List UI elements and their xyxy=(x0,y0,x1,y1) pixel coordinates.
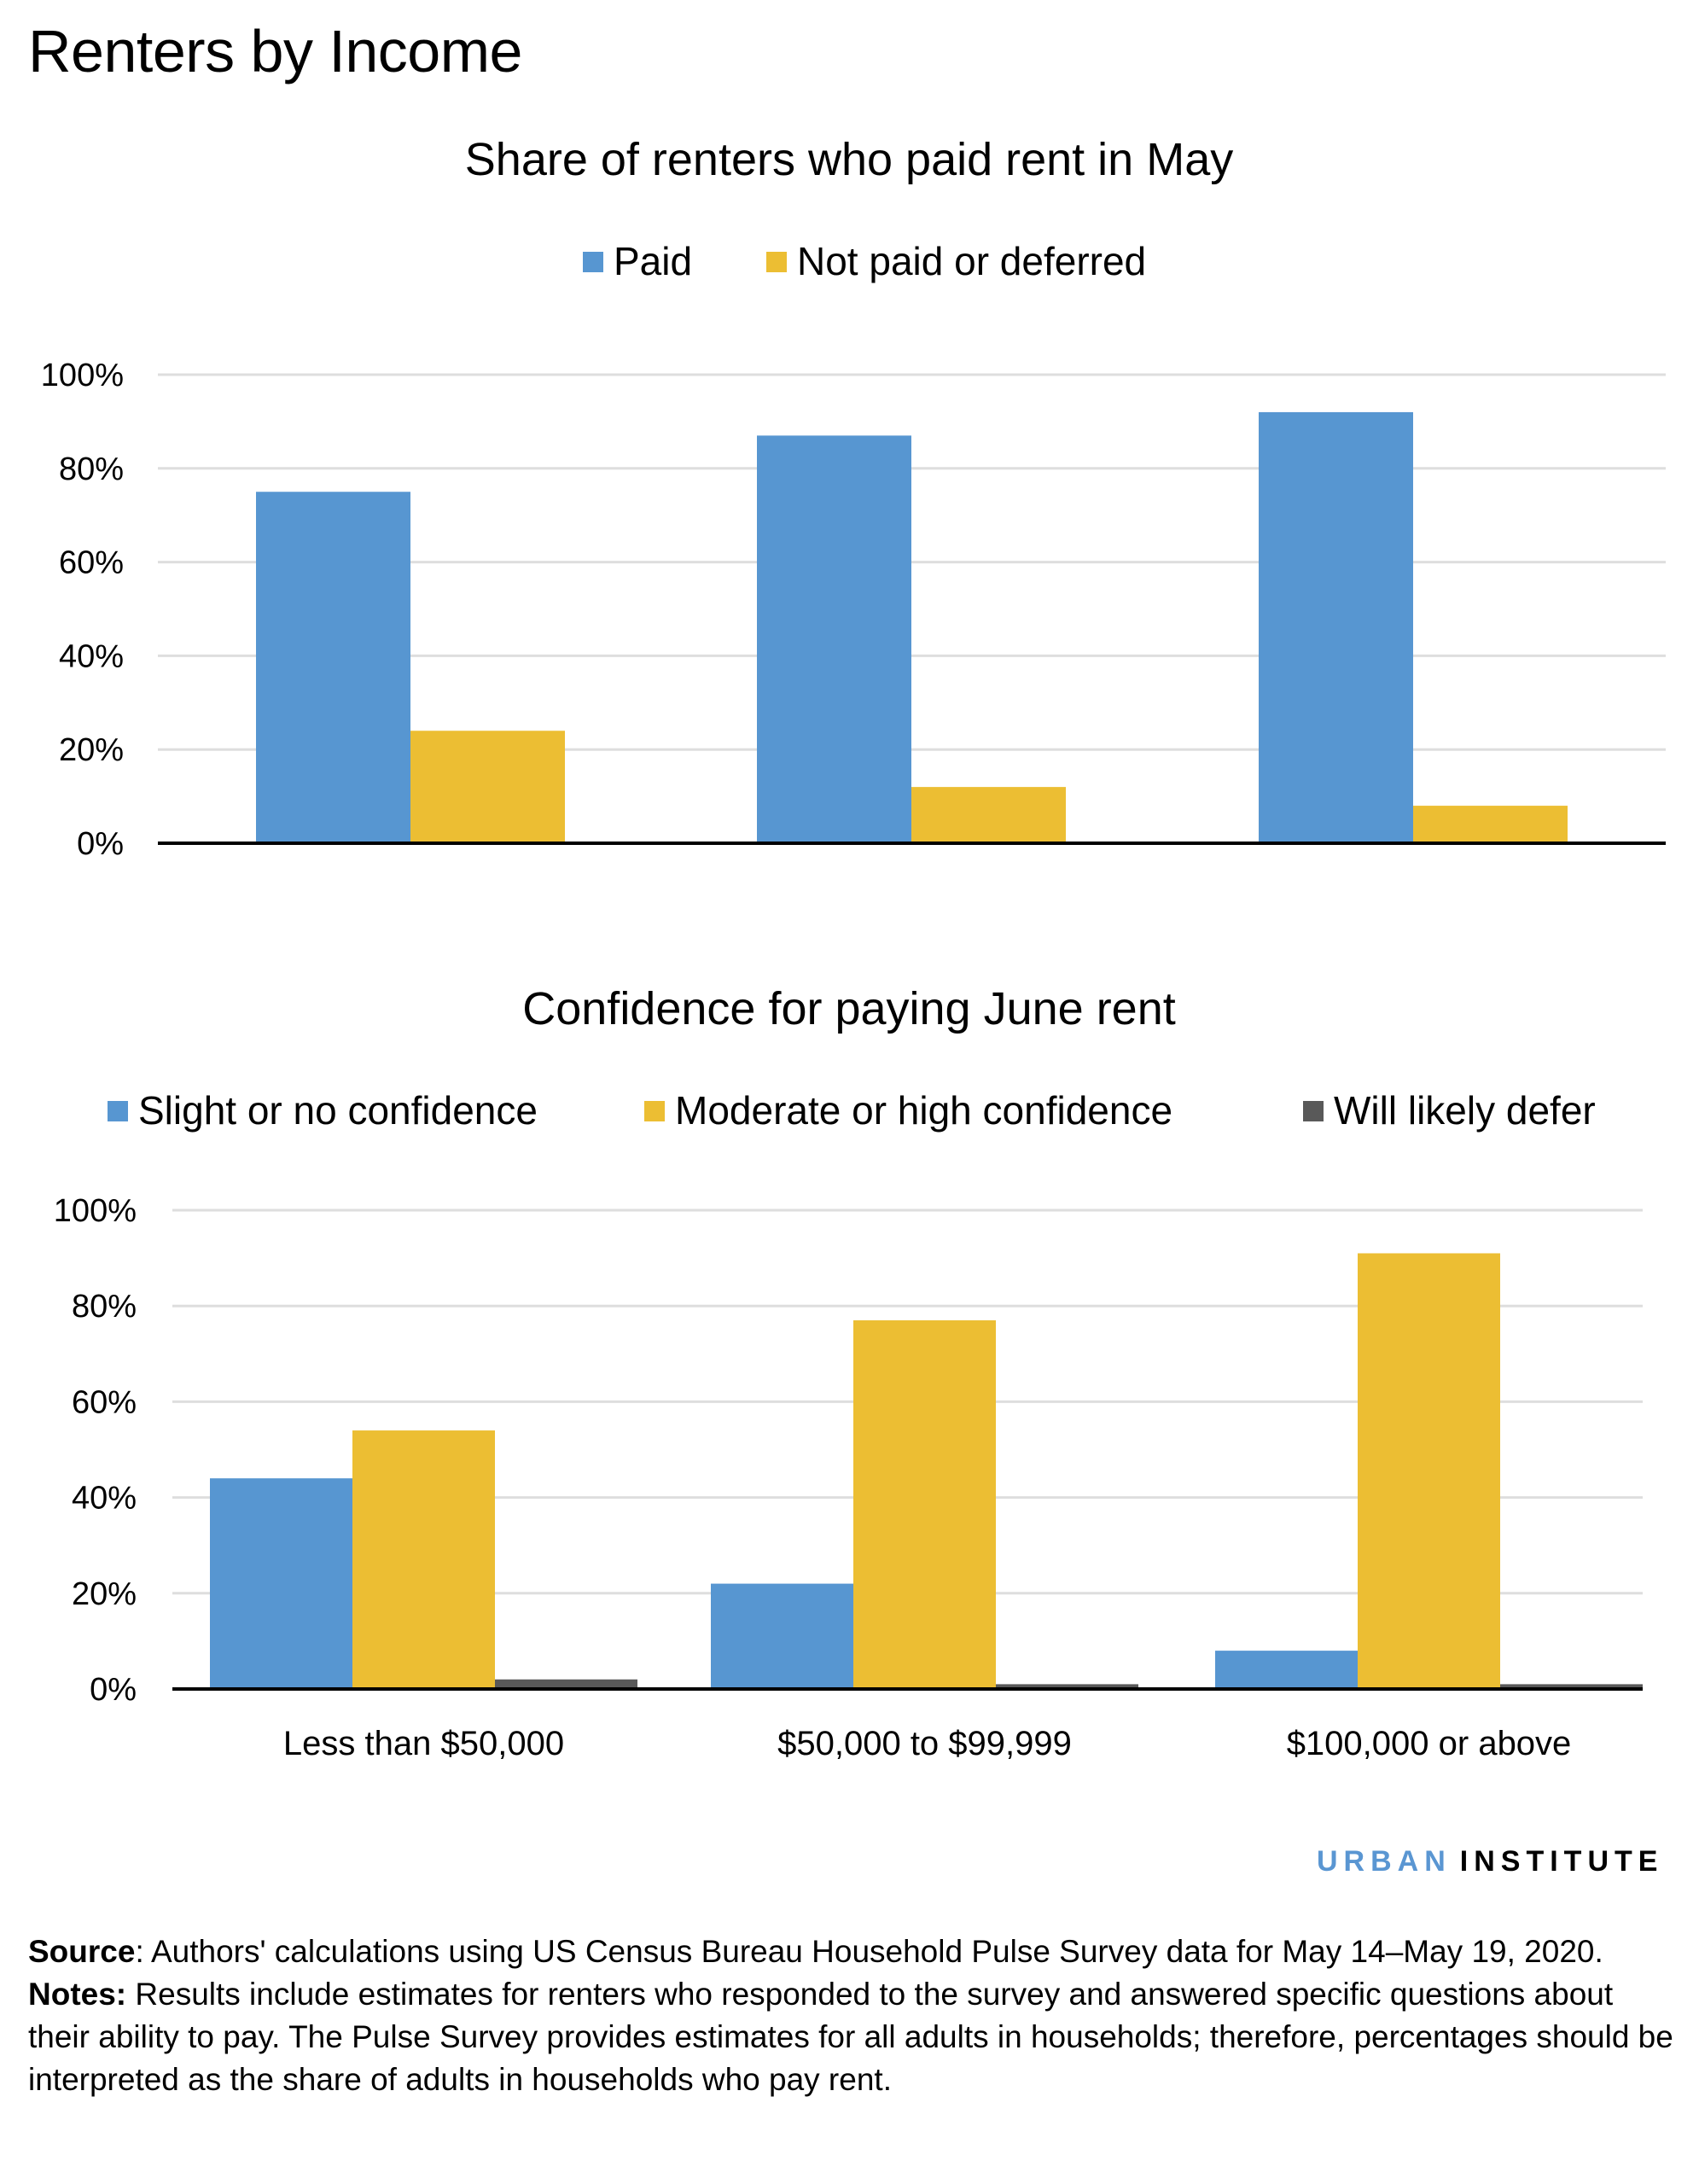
brand-urban: URBAN xyxy=(1317,1845,1452,1878)
source-note: Source: Authors' calculations using US C… xyxy=(28,1931,1675,1973)
notes-note: Notes: Results include estimates for ren… xyxy=(28,1973,1675,2101)
legend-label-paid: Paid xyxy=(614,239,692,283)
bar-not-paid-or-deferred-50-000-to-99-999 xyxy=(911,787,1066,843)
bar-slight-or-no-confidence-100-000-or-above xyxy=(1215,1651,1358,1689)
page-title: Renters by Income xyxy=(28,18,522,84)
legend-swatch-slight-or-no-confidence xyxy=(108,1101,128,1121)
x-category-label: $50,000 to $99,999 xyxy=(777,1725,1072,1762)
urban-institute-logo: URBAN INSTITUTE xyxy=(1317,1845,1663,1878)
bar-moderate-or-high-confidence-less-than-50-000 xyxy=(352,1430,495,1689)
y-tick-label: 0% xyxy=(90,1672,137,1708)
bar-not-paid-or-deferred-100-000-or-above xyxy=(1413,806,1568,843)
y-tick-label: 40% xyxy=(59,638,124,674)
bar-will-likely-defer-100-000-or-above xyxy=(1500,1684,1643,1689)
notes-text: Results include estimates for renters wh… xyxy=(28,1977,1673,2097)
bar-moderate-or-high-confidence-100-000-or-above xyxy=(1358,1253,1500,1689)
footer-notes: Source: Authors' calculations using US C… xyxy=(28,1931,1675,2101)
chart-paid-rent-may: Share of renters who paid rent in May Pai… xyxy=(41,134,1666,862)
y-tick-label: 100% xyxy=(54,1193,137,1229)
bar-will-likely-defer-50-000-to-99-999 xyxy=(996,1684,1138,1689)
chart-confidence-june-rent: Confidence for paying June rent Slight or… xyxy=(54,983,1643,1762)
notes-label: Notes: xyxy=(28,1977,127,2012)
bar-slight-or-no-confidence-50-000-to-99-999 xyxy=(711,1583,853,1689)
y-tick-label: 60% xyxy=(72,1384,137,1420)
legend-swatch-will-likely-defer xyxy=(1303,1101,1324,1121)
x-category-label: Less than $50,000 xyxy=(283,1725,564,1762)
x-category-label: $100,000 or above xyxy=(1287,1725,1572,1762)
brand-institute: INSTITUTE xyxy=(1459,1845,1664,1878)
y-tick-label: 80% xyxy=(59,451,124,487)
bar-moderate-or-high-confidence-50-000-to-99-999 xyxy=(853,1320,996,1689)
bar-will-likely-defer-less-than-50-000 xyxy=(495,1679,637,1689)
legend-swatch-not-paid-or-deferred xyxy=(766,252,787,272)
bar-paid-less-than-50-000 xyxy=(256,492,410,843)
chart-title: Confidence for paying June rent xyxy=(522,983,1176,1034)
bar-paid-100-000-or-above xyxy=(1259,411,1413,843)
bar-not-paid-or-deferred-less-than-50-000 xyxy=(410,731,565,843)
y-tick-label: 80% xyxy=(72,1289,137,1325)
legend-swatch-moderate-or-high-confidence xyxy=(644,1101,665,1121)
bar-slight-or-no-confidence-less-than-50-000 xyxy=(210,1478,352,1689)
source-text: : Authors' calculations using US Census … xyxy=(135,1934,1603,1969)
legend-label-slight-or-no-confidence: Slight or no confidence xyxy=(138,1088,538,1133)
y-tick-label: 40% xyxy=(72,1481,137,1517)
y-tick-label: 0% xyxy=(77,826,124,862)
legend-label-will-likely-defer: Will likely defer xyxy=(1334,1088,1596,1133)
y-tick-label: 60% xyxy=(59,545,124,581)
source-label: Source xyxy=(28,1934,136,1969)
legend-swatch-paid xyxy=(583,252,603,272)
bar-paid-50-000-to-99-999 xyxy=(757,435,911,843)
legend-label-moderate-or-high-confidence: Moderate or high confidence xyxy=(675,1088,1172,1133)
y-tick-label: 20% xyxy=(72,1576,137,1612)
y-tick-label: 20% xyxy=(59,732,124,768)
y-tick-label: 100% xyxy=(41,358,124,393)
legend-label-not-paid-or-deferred: Not paid or deferred xyxy=(797,239,1146,283)
chart-title: Share of renters who paid rent in May xyxy=(465,134,1233,185)
